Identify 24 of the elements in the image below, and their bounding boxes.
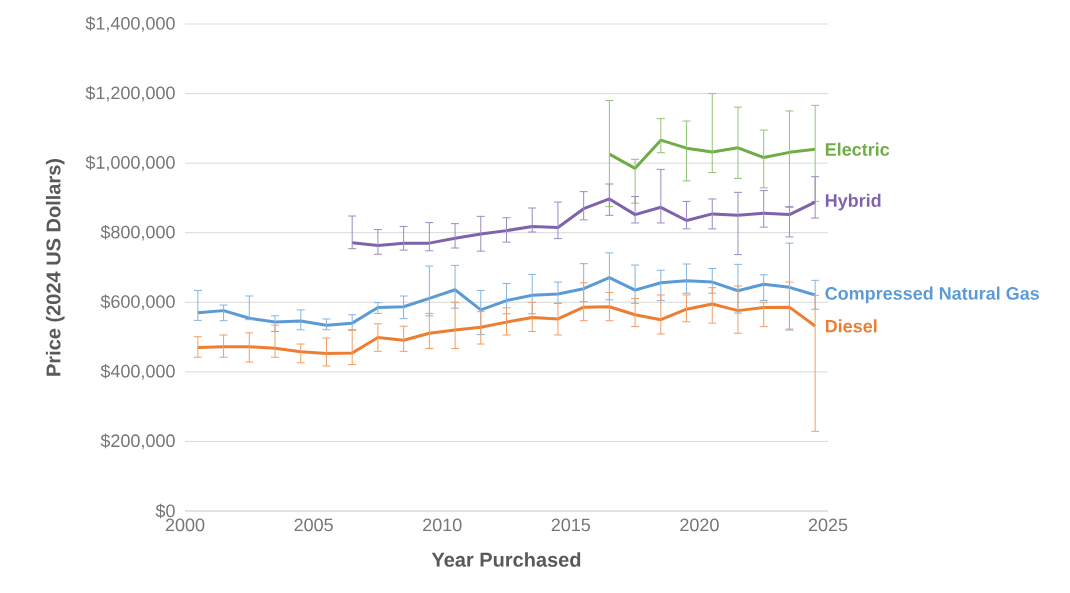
y-tick-label: $400,000 xyxy=(100,364,175,380)
y-tick-label: $800,000 xyxy=(100,224,175,241)
line-series xyxy=(196,276,817,327)
y-tick-label: $1,200,000 xyxy=(85,85,175,102)
series-label: Compressed Natural Gas xyxy=(825,286,1039,304)
line-series xyxy=(607,138,817,170)
x-tick-label: 2010 xyxy=(423,518,462,532)
series-label: Diesel xyxy=(825,319,877,333)
y-tick-label: $1,400,000 xyxy=(85,16,175,32)
series-label: Electric xyxy=(825,142,890,156)
x-axis-title: Year Purchased xyxy=(431,552,581,567)
y-axis-title: Price (2024 US Dollars) xyxy=(45,159,65,376)
x-tick-label: 2015 xyxy=(551,518,591,532)
y-tick-label: $600,000 xyxy=(100,294,175,311)
line-series xyxy=(196,302,817,355)
x-tick-label: 2020 xyxy=(680,518,719,532)
x-tick-label: 2000 xyxy=(165,518,205,532)
x-tick-label: 2025 xyxy=(808,518,848,532)
x-tick-label: 2005 xyxy=(294,518,333,532)
series-label: Hybrid xyxy=(825,193,881,211)
y-tick-label: $0 xyxy=(155,503,175,519)
y-tick-label: $200,000 xyxy=(100,433,175,450)
line-series xyxy=(350,197,817,248)
y-tick-label: $1,000,000 xyxy=(85,155,175,171)
